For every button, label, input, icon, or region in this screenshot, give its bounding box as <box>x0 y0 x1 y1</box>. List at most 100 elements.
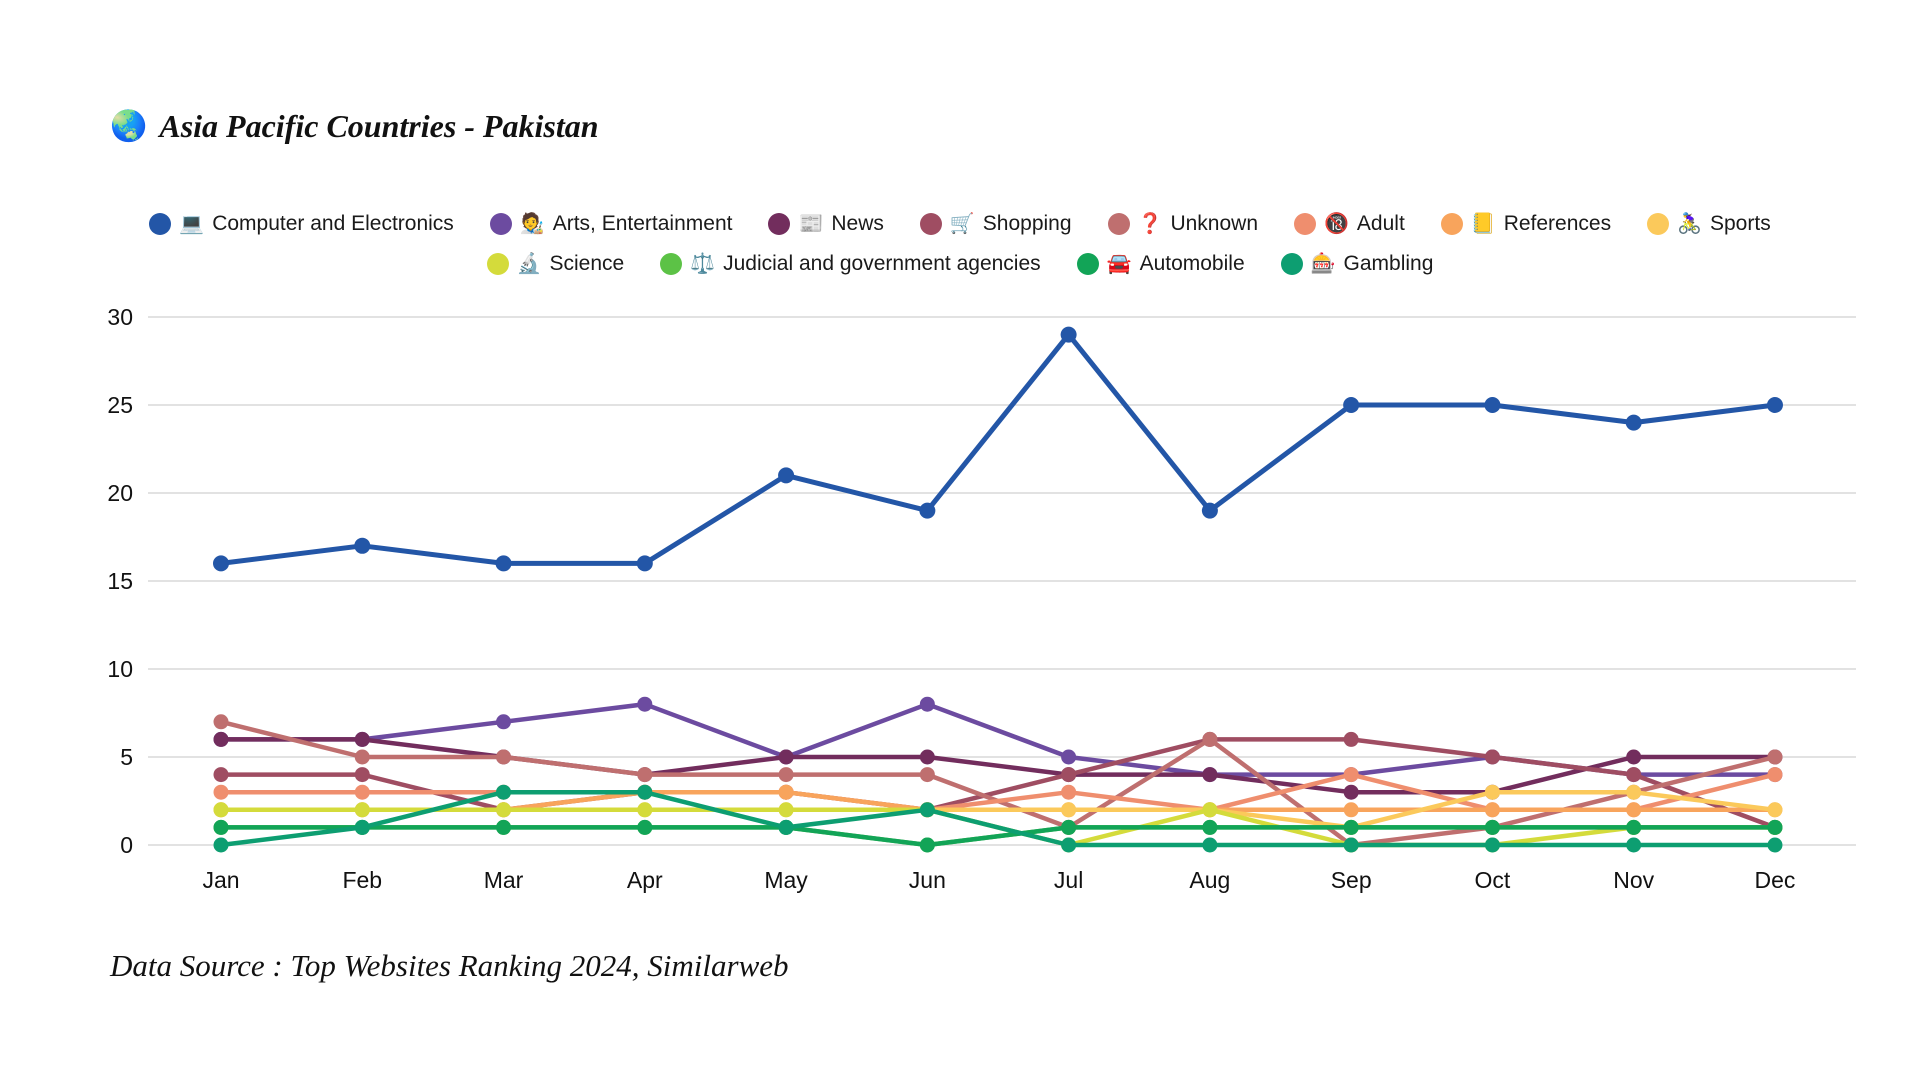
series-point-adult-feb <box>354 784 370 800</box>
series-point-references-nov <box>1626 802 1642 818</box>
x-tick-jan: Jan <box>202 867 239 893</box>
series-point-automobile-mar <box>496 819 512 835</box>
series-point-unknown-feb <box>354 749 370 765</box>
series-point-unknown-apr <box>637 767 653 783</box>
series-point-sports-dec <box>1767 802 1783 818</box>
series-point-unknown-aug <box>1202 731 1218 747</box>
gambling-icon: 🎰 <box>1310 253 1336 275</box>
legend-label-computer-and-electronics: Computer and Electronics <box>212 212 454 235</box>
legend-item-gambling: 🎰 Gambling <box>1280 252 1434 276</box>
series-point-shopping-feb <box>354 767 370 783</box>
series-point-automobile-nov <box>1626 819 1642 835</box>
series-point-automobile-jan <box>213 819 229 835</box>
y-tick-5: 5 <box>120 744 133 770</box>
series-point-automobile-dec <box>1767 819 1783 835</box>
legend-dot-gambling <box>1280 253 1303 275</box>
y-tick-10: 10 <box>107 656 133 682</box>
series-line-computer-and-electronics <box>218 332 1778 566</box>
sports-icon: 🚴‍♀️ <box>1677 213 1702 235</box>
legend-label-sports: Sports <box>1710 212 1771 235</box>
series-point-automobile-aug <box>1202 819 1218 835</box>
legend-label-references: References <box>1503 212 1612 235</box>
series-point-references-sep <box>1343 802 1359 818</box>
series-point-computer-and-electronics-jan <box>213 555 229 572</box>
legend-label-judicial-and-government-agencies: Judicial and government agencies <box>723 252 1041 275</box>
series-point-arts-entertainment-mar <box>496 714 512 730</box>
arts-entertainment-icon: 🧑‍🎨 <box>519 213 545 235</box>
legend-row-1: 💻 Computer and Electronics 🧑‍🎨 Arts, Entert… <box>149 212 1771 236</box>
series-point-adult-dec <box>1767 767 1783 783</box>
y-tick-0: 0 <box>120 832 133 858</box>
series-point-automobile-sep <box>1343 819 1359 835</box>
legend-label-science: Science <box>549 252 625 275</box>
series-point-arts-entertainment-apr <box>637 696 653 712</box>
series-point-news-jan <box>213 731 229 747</box>
shopping-icon: 🛒 <box>949 213 975 235</box>
series-point-computer-and-electronics-mar <box>495 555 512 572</box>
legend-item-science: 🔬 Science <box>486 252 625 276</box>
series-point-arts-entertainment-jun <box>919 696 935 712</box>
legend-label-gambling: Gambling <box>1343 252 1434 275</box>
series-point-sports-jul <box>1061 802 1077 818</box>
series-point-unknown-jan <box>213 714 229 730</box>
series-point-computer-and-electronics-oct <box>1484 397 1501 413</box>
series-point-science-apr <box>637 802 653 818</box>
x-tick-apr: Apr <box>627 867 663 893</box>
x-tick-aug: Aug <box>1189 867 1230 893</box>
legend-dot-arts-entertainment <box>489 213 512 235</box>
series-point-adult-sep <box>1343 767 1359 783</box>
series-point-computer-and-electronics-jul <box>1060 326 1077 343</box>
legend-dot-unknown <box>1107 213 1130 235</box>
references-icon: 📒 <box>1470 213 1496 235</box>
x-tick-sep: Sep <box>1331 867 1372 893</box>
legend-dot-adult <box>1294 213 1317 235</box>
y-tick-15: 15 <box>107 568 133 594</box>
legend-dot-computer-and-electronics <box>149 213 172 235</box>
legend-item-sports: 🚴‍♀️ Sports <box>1647 212 1771 236</box>
news-icon: 📰 <box>798 213 824 235</box>
x-tick-mar: Mar <box>484 867 524 893</box>
x-tick-may: May <box>764 867 808 893</box>
series-point-adult-jul <box>1061 784 1077 800</box>
series-point-news-jun <box>919 749 935 765</box>
series-point-unknown-mar <box>496 749 512 765</box>
series-line-news <box>218 737 1778 795</box>
legend-label-shopping: Shopping <box>982 212 1072 235</box>
series-point-news-may <box>778 749 794 765</box>
series-point-gambling-feb <box>354 819 370 835</box>
y-tick-20: 20 <box>107 480 133 506</box>
series-line-gambling <box>218 789 1778 848</box>
page-title: 🌏 Asia Pacific Countries - Pakistan <box>110 108 599 145</box>
unknown-icon: ❓ <box>1137 213 1163 235</box>
series-point-computer-and-electronics-jun <box>919 502 936 519</box>
series-point-science-aug <box>1202 802 1218 818</box>
series-point-computer-and-electronics-sep <box>1343 397 1360 413</box>
series-point-unknown-dec <box>1767 749 1783 765</box>
globe-icon: 🌏 <box>110 110 148 143</box>
series-point-shopping-nov <box>1626 767 1642 783</box>
series-point-shopping-oct <box>1484 749 1500 765</box>
legend-label-adult: Adult <box>1356 212 1405 235</box>
legend-dot-science <box>486 253 509 275</box>
y-tick-30: 30 <box>107 304 133 330</box>
legend-label-unknown: Unknown <box>1170 212 1259 235</box>
series-point-gambling-jan <box>213 837 229 853</box>
legend-row-2: 🔬 Science ⚖️ Judicial and government agenci… <box>486 252 1434 276</box>
series-point-news-aug <box>1202 767 1218 783</box>
data-source-note: Data Source : Top Websites Ranking 2024,… <box>110 948 789 983</box>
series-point-automobile-oct <box>1484 819 1500 835</box>
x-tick-jun: Jun <box>909 867 946 893</box>
adult-icon: 🔞 <box>1324 213 1349 235</box>
series-point-computer-and-electronics-aug <box>1201 502 1218 519</box>
legend-item-judicial-and-government-agencies: ⚖️ Judicial and government agencies <box>660 252 1041 276</box>
y-tick-25: 25 <box>107 392 133 418</box>
series-point-shopping-jul <box>1061 767 1077 783</box>
series-point-computer-and-electronics-apr <box>636 555 653 572</box>
series-point-unknown-may <box>778 767 794 783</box>
series-point-automobile-jun <box>919 837 935 853</box>
legend-dot-sports <box>1647 213 1670 235</box>
x-tick-jul: Jul <box>1054 867 1083 893</box>
legend-dot-news <box>768 213 791 235</box>
series-point-gambling-may <box>778 819 794 835</box>
series-point-gambling-sep <box>1343 837 1359 853</box>
